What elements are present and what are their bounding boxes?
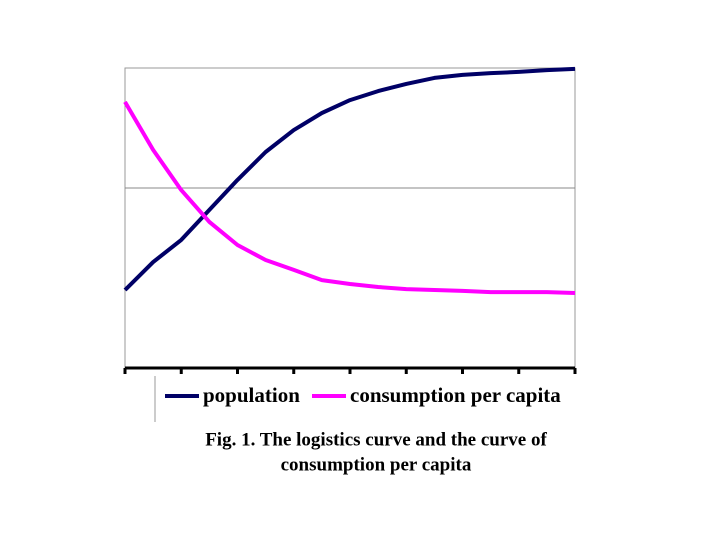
series-line bbox=[123, 66, 576, 292]
series-line bbox=[123, 100, 576, 295]
caption: Fig. 1. The logistics curve and the curv… bbox=[205, 429, 547, 450]
caption: consumption per capita bbox=[281, 454, 472, 475]
legend-label: population bbox=[203, 383, 300, 407]
legend-label: consumption per capita bbox=[350, 383, 561, 407]
plot-frame bbox=[124, 67, 576, 369]
